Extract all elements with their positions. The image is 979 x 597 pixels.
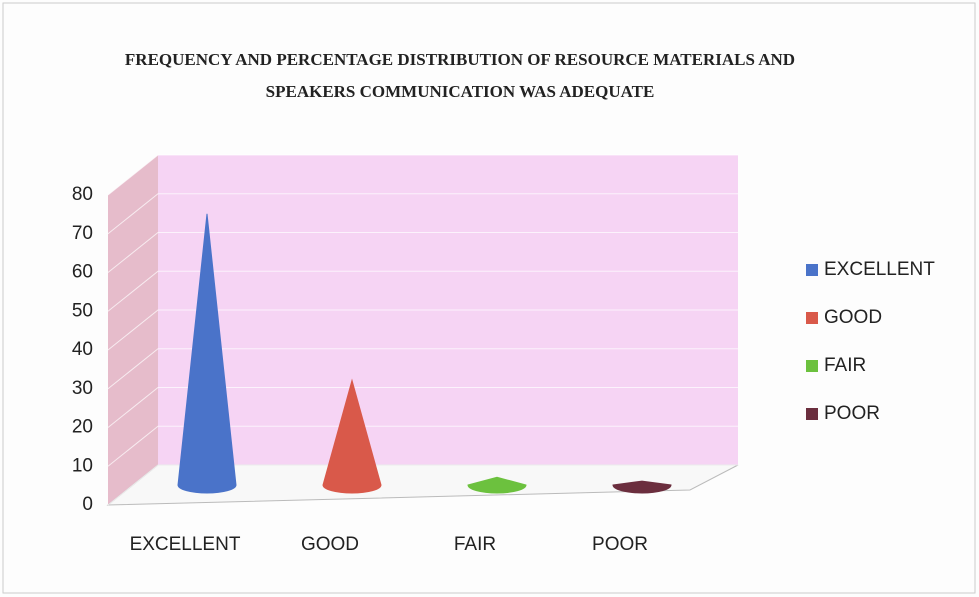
back-wall xyxy=(108,155,738,505)
y-tick-label: 40 xyxy=(72,339,93,360)
x-tick-label: EXCELLENT xyxy=(130,534,241,555)
legend-label: POOR xyxy=(824,403,880,424)
grid-line xyxy=(107,464,738,506)
x-tick-label: FAIR xyxy=(454,534,496,555)
cone xyxy=(322,378,382,494)
cone xyxy=(612,480,672,494)
legend-label: EXCELLENT xyxy=(824,259,935,280)
chart-title: FREQUENCY AND PERCENTAGE DISTRIBUTION OF… xyxy=(124,50,796,101)
y-tick-label: 80 xyxy=(72,184,93,205)
y-tick-label: 10 xyxy=(72,455,93,476)
legend-swatch xyxy=(806,264,818,276)
x-tick-label: GOOD xyxy=(301,534,359,555)
y-tick-label: 50 xyxy=(72,300,93,321)
legend-label: FAIR xyxy=(824,355,866,376)
y-tick-label: 0 xyxy=(82,494,93,515)
legend-swatch xyxy=(806,408,818,420)
grid-line xyxy=(107,348,738,390)
legend-label: GOOD xyxy=(824,307,882,328)
cone xyxy=(177,213,237,494)
y-tick-label: 60 xyxy=(72,262,93,283)
cone xyxy=(467,476,527,494)
legend-swatch xyxy=(806,312,818,324)
legend-swatch xyxy=(806,360,818,372)
grid-line xyxy=(107,425,738,467)
grid-line xyxy=(107,270,738,312)
y-tick-label: 70 xyxy=(72,223,93,244)
x-tick-label: POOR xyxy=(592,534,648,555)
grid-line xyxy=(107,387,738,428)
grid-line xyxy=(107,232,738,273)
grid-line xyxy=(107,154,738,196)
grid-line xyxy=(107,309,738,351)
y-tick-label: 20 xyxy=(72,417,93,438)
grid-line xyxy=(107,193,738,235)
y-tick-label: 30 xyxy=(72,378,93,399)
